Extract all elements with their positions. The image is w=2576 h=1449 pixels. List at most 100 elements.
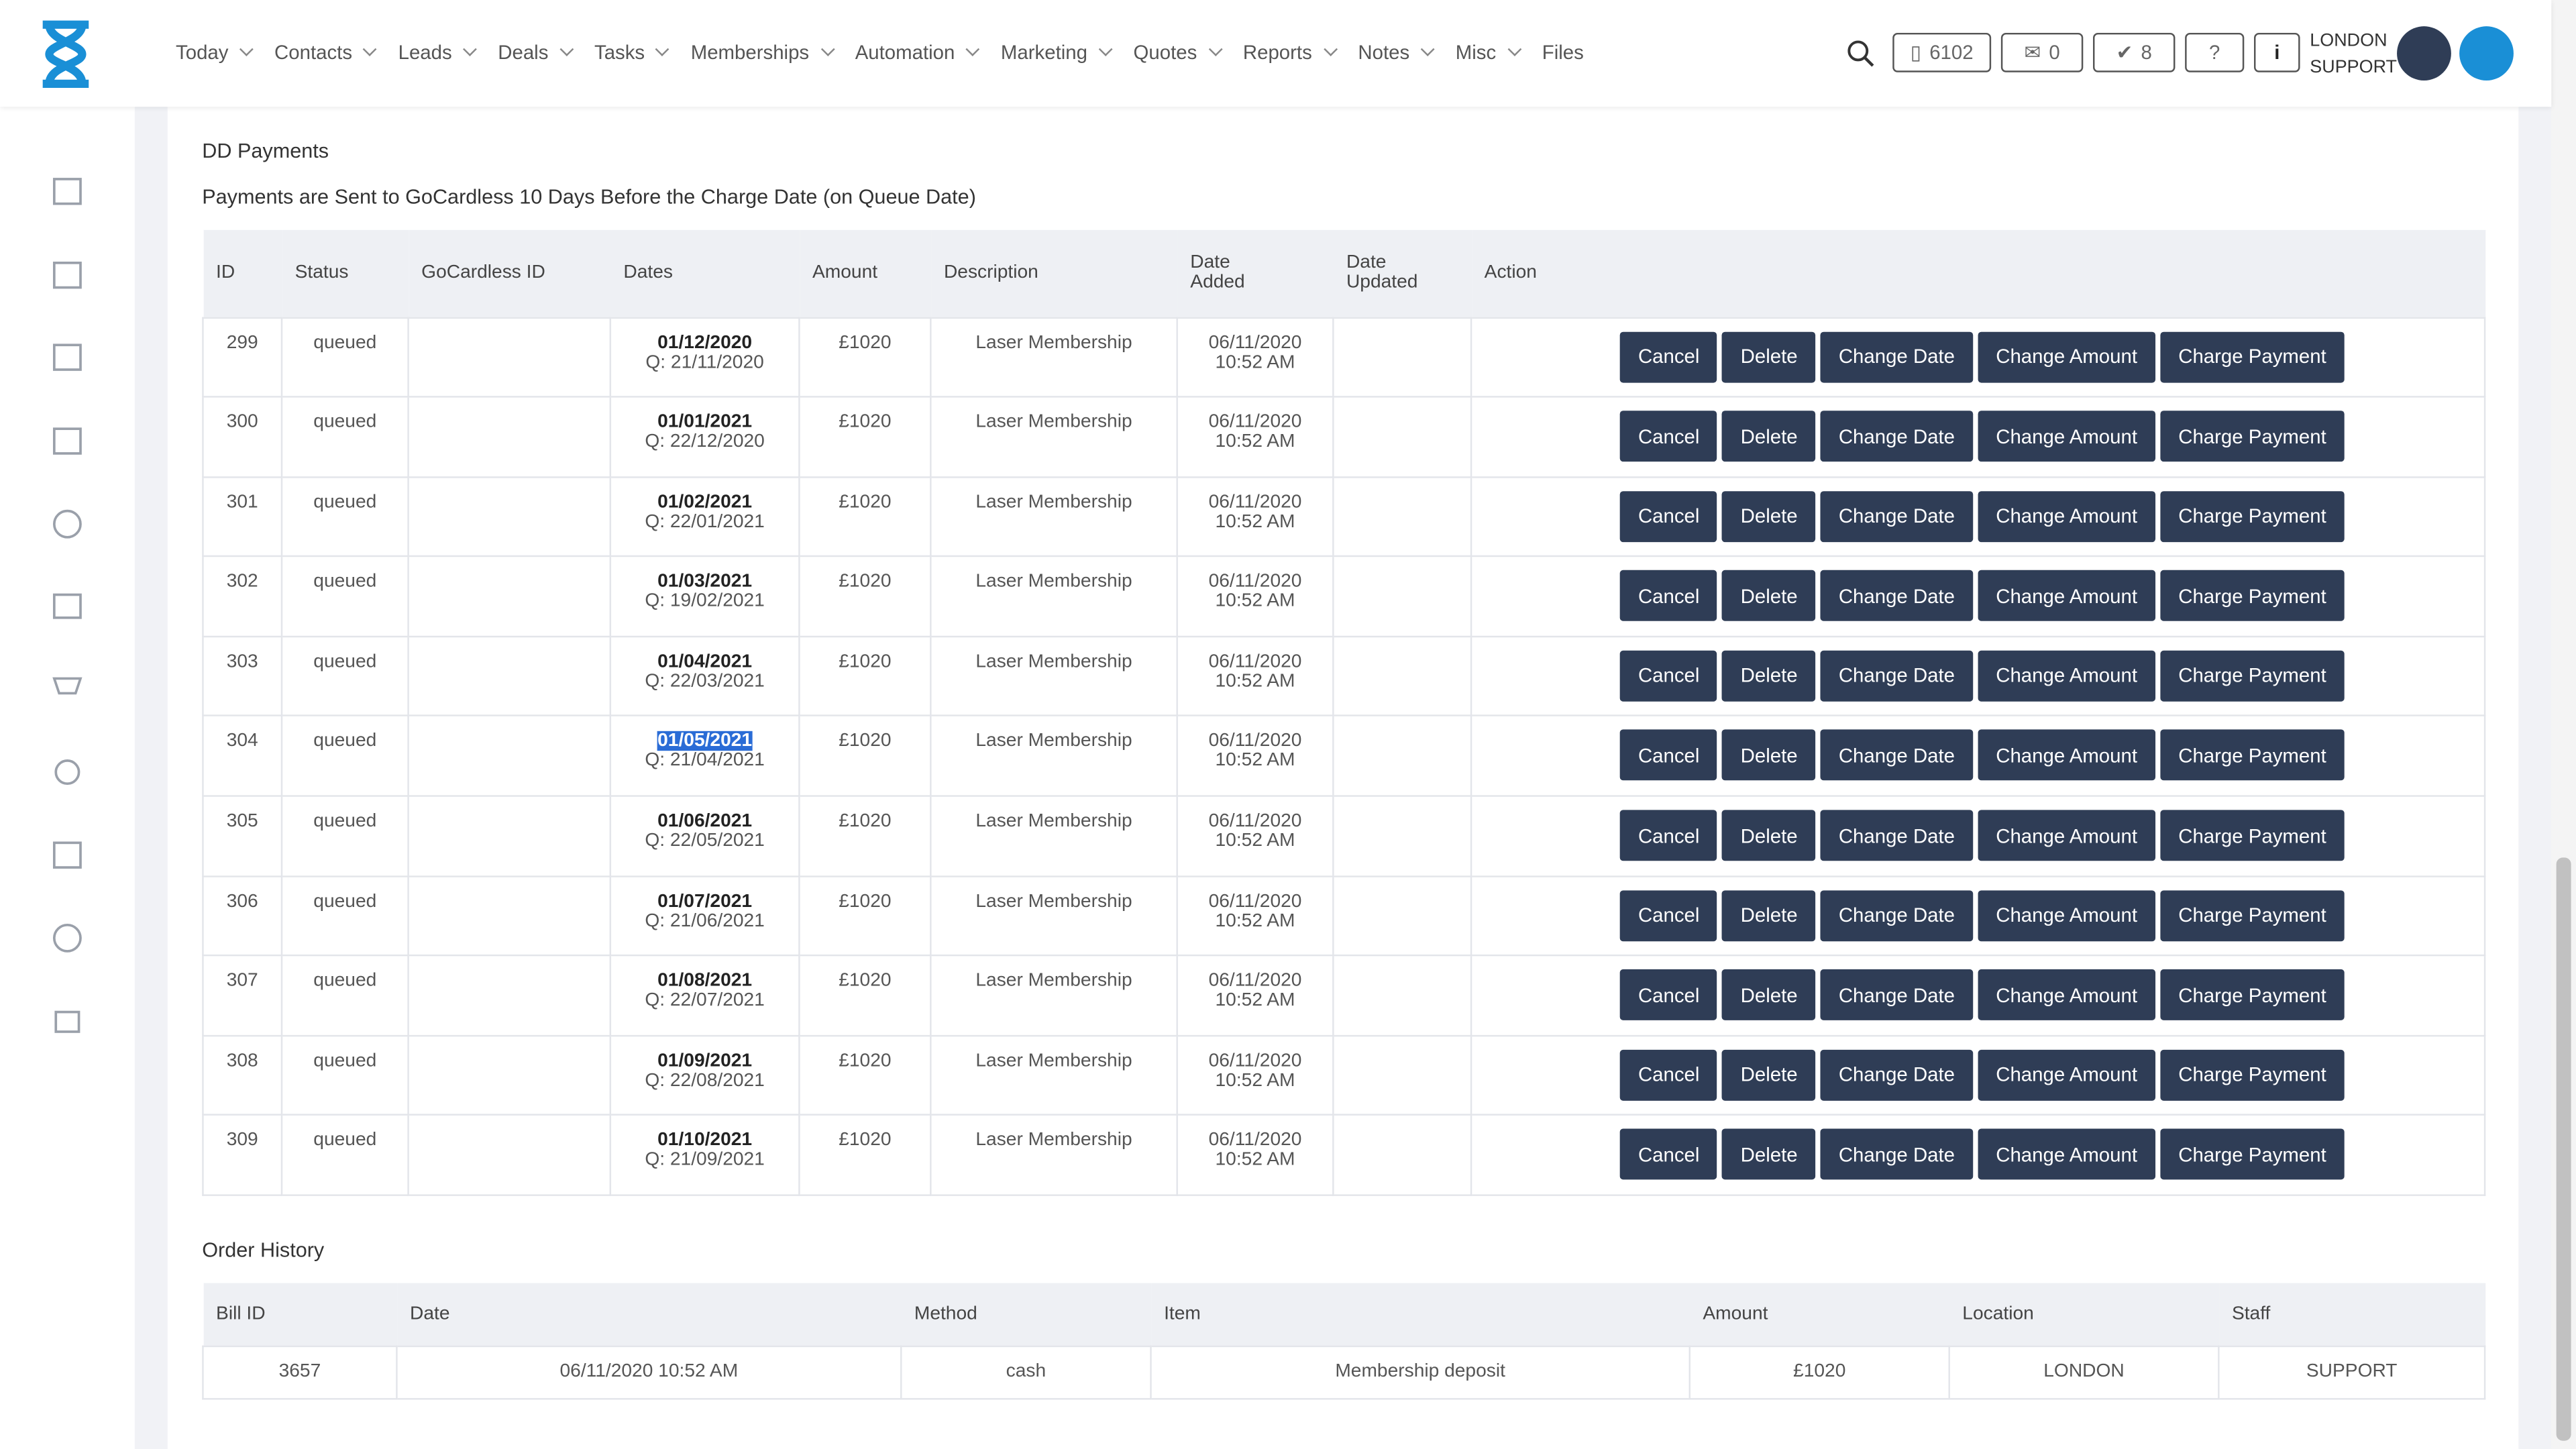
charge-date: 01/06/2021 [657,811,753,832]
added-time: 10:52 AM [1215,432,1295,452]
action-button[interactable]: Change Amount [1978,650,2155,702]
action-button[interactable]: Change Date [1820,890,1973,941]
updated-cell [1332,635,1472,717]
mail-badge[interactable]: ✉ 0 [2000,32,2084,72]
action-button[interactable]: Delete [1722,650,1816,702]
nav-item[interactable]: Quotes [1134,41,1220,64]
action-button[interactable]: Change Amount [1978,1049,2155,1101]
queue-date: Q: 22/01/2021 [645,512,765,532]
column-header: Bill ID [203,1283,397,1346]
charge-date: 01/12/2020 [657,332,753,353]
action-button[interactable]: Cancel [1620,810,1718,861]
updated-cell [1332,555,1472,637]
description-cell: Laser Membership [930,555,1178,637]
status-cell: queued [280,635,409,717]
status-cell: queued [280,715,409,797]
action-button[interactable]: Charge Payment [2160,969,2345,1021]
action-button[interactable]: Change Date [1820,1129,1973,1181]
charge-date: 01/09/2021 [657,1051,753,1071]
nav-item[interactable]: Tasks [594,41,667,64]
gocardless-cell [407,396,612,478]
nav-item[interactable]: Deals [498,41,571,64]
info-badge[interactable]: i [2254,32,2300,72]
action-button[interactable]: Cancel [1620,650,1718,702]
action-button[interactable]: Cancel [1620,890,1718,941]
action-button[interactable]: Change Date [1820,490,1973,542]
charge-date: 01/07/2021 [657,891,753,912]
nav-item[interactable]: Memberships [691,41,833,64]
action-button[interactable]: Delete [1722,810,1816,861]
nav-item[interactable]: Notes [1358,41,1432,64]
nav-item[interactable]: Marketing [1001,41,1110,64]
action-button[interactable]: Delete [1722,490,1816,542]
search-icon[interactable] [1847,40,1876,69]
action-button[interactable]: Charge Payment [2160,331,2345,382]
action-button[interactable]: Delete [1722,331,1816,382]
amount-cell: £1020 [798,795,932,877]
added-cell: 06/11/2020 10:52 AM [1176,635,1334,717]
help-badge[interactable]: ? [2185,32,2245,72]
avatar[interactable] [2397,26,2451,81]
action-button[interactable]: Change Date [1820,969,1973,1021]
action-button[interactable]: Cancel [1620,1129,1718,1181]
action-button[interactable]: Change Date [1820,730,1973,782]
action-button[interactable]: Cancel [1620,570,1718,622]
queue-date: Q: 19/02/2021 [645,592,765,612]
action-button[interactable]: Change Amount [1978,570,2155,622]
action-button[interactable]: Change Date [1820,1049,1973,1101]
action-button[interactable]: Charge Payment [2160,1129,2345,1181]
action-button[interactable]: Delete [1722,890,1816,941]
action-button[interactable]: Change Amount [1978,969,2155,1021]
nav-item[interactable]: Misc [1456,41,1519,64]
action-button[interactable]: Change Amount [1978,810,2155,861]
nav-item[interactable]: Today [176,41,252,64]
action-button[interactable]: Delete [1722,730,1816,782]
action-button[interactable]: Change Amount [1978,411,2155,462]
action-button[interactable]: Change Date [1820,331,1973,382]
action-button[interactable]: Change Amount [1978,1129,2155,1181]
gocardless-cell [407,715,612,797]
action-button[interactable]: Charge Payment [2160,650,2345,702]
nav-item[interactable]: Files [1542,41,1584,64]
action-button[interactable]: Charge Payment [2160,1049,2345,1101]
phone-badge[interactable]: ▯ 6102 [1892,32,1992,72]
action-button[interactable]: Cancel [1620,1049,1718,1101]
action-button[interactable]: Delete [1722,969,1816,1021]
action-button[interactable]: Change Date [1820,411,1973,462]
action-button[interactable]: Delete [1722,1129,1816,1181]
action-button[interactable]: Charge Payment [2160,890,2345,941]
action-button[interactable]: Cancel [1620,490,1718,542]
scroll-thumb[interactable] [2556,857,2571,1441]
action-button[interactable]: Change Amount [1978,890,2155,941]
action-button[interactable]: Change Date [1820,810,1973,861]
charge-date: 01/03/2021 [657,572,753,592]
column-header: Action [1471,229,2485,317]
action-button[interactable]: Change Amount [1978,490,2155,542]
action-button[interactable]: Cancel [1620,411,1718,462]
action-button[interactable]: Delete [1722,1049,1816,1101]
action-button[interactable]: Change Date [1820,650,1973,702]
action-button[interactable]: Delete [1722,570,1816,622]
action-button[interactable]: Change Amount [1978,331,2155,382]
action-button[interactable]: Change Amount [1978,730,2155,782]
id-cell: 301 [202,476,283,557]
nav-item[interactable]: Contacts [274,41,375,64]
nav-item[interactable]: Automation [855,41,978,64]
nav-item[interactable]: Leads [398,41,475,64]
action-button[interactable]: Charge Payment [2160,490,2345,542]
action-button[interactable]: Charge Payment [2160,810,2345,861]
action-button[interactable]: Cancel [1620,969,1718,1021]
action-button[interactable]: Change Date [1820,570,1973,622]
task-badge[interactable]: ✔ 8 [2093,32,2176,72]
action-button[interactable]: Cancel [1620,331,1718,382]
action-button[interactable]: Charge Payment [2160,411,2345,462]
logo[interactable] [33,19,99,89]
notifications[interactable] [2459,26,2514,81]
action-cell: Cancel Delete Change Date Change Amount Char… [1470,795,2486,877]
nav-item[interactable]: Reports [1243,41,1335,64]
action-button[interactable]: Cancel [1620,730,1718,782]
payment-row: 301 queued 01/02/2021 Q: 22/01/2021 £1020 Las… [202,476,2486,557]
action-button[interactable]: Charge Payment [2160,570,2345,622]
action-button[interactable]: Delete [1722,411,1816,462]
action-button[interactable]: Charge Payment [2160,730,2345,782]
